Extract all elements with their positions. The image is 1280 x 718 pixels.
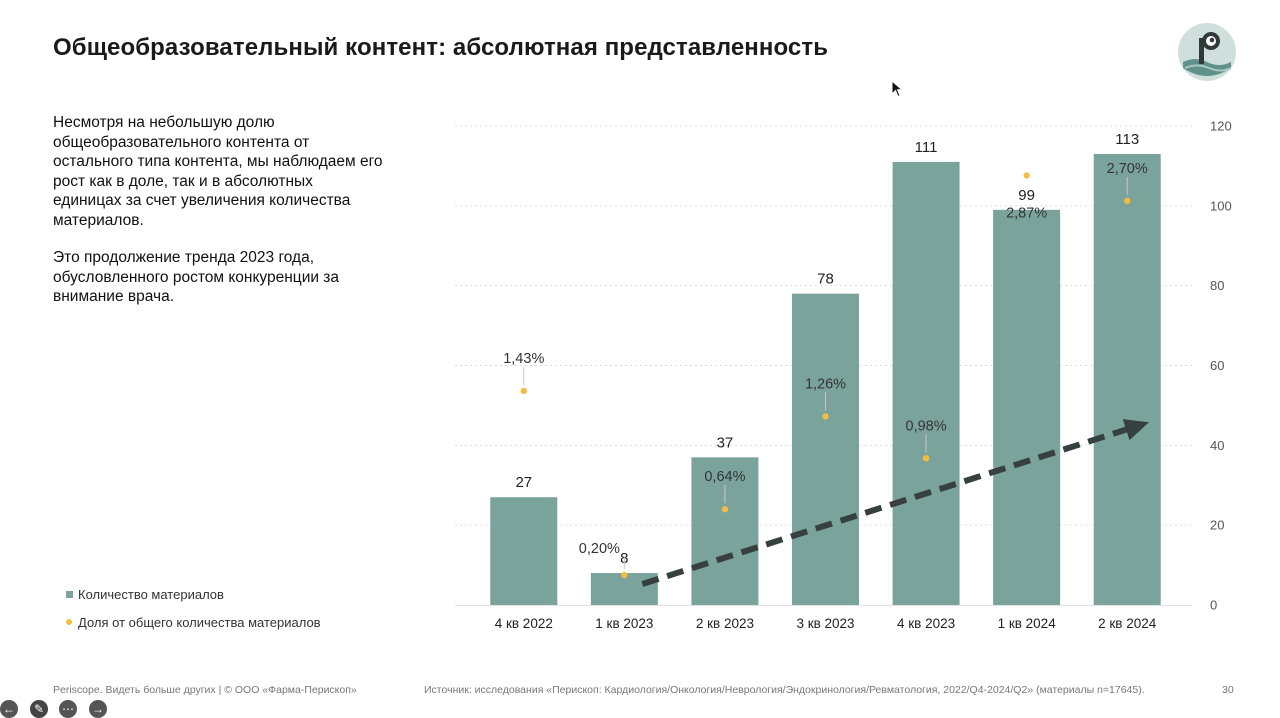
next-slide-icon[interactable]: → <box>89 700 107 718</box>
y-tick-label: 40 <box>1210 438 1224 453</box>
bar <box>490 497 558 605</box>
bar <box>691 457 759 605</box>
share-label: 1,43% <box>503 351 544 367</box>
share-point <box>1023 172 1030 179</box>
bar-value-label: 78 <box>817 271 834 288</box>
pen-icon[interactable]: ✎ <box>30 700 48 718</box>
periscope-logo <box>1178 23 1236 81</box>
share-label: 1,26% <box>805 376 846 392</box>
trend-arrow-head <box>1122 419 1149 441</box>
more-options-icon[interactable]: ⋯ <box>59 700 77 718</box>
footer-copyright: Periscope. Видеть больше других | © ООО … <box>53 684 357 696</box>
bar <box>892 161 960 606</box>
x-tick-label: 1 кв 2023 <box>595 616 653 631</box>
legend-label: Доля от общего количества материалов <box>78 614 321 630</box>
chart-legend: Количество материалов Доля от общего кол… <box>66 580 321 636</box>
y-tick-label: 80 <box>1210 278 1224 293</box>
prev-slide-icon[interactable]: ← <box>0 700 18 718</box>
share-point <box>721 506 729 513</box>
share-label: 0,20% <box>579 541 620 557</box>
legend-item-dots: Доля от общего количества материалов <box>66 608 321 636</box>
x-tick-label: 2 кв 2024 <box>1098 616 1157 631</box>
x-tick-label: 4 кв 2023 <box>897 616 955 631</box>
bar <box>792 293 859 605</box>
share-point <box>621 571 628 579</box>
bar-value-label: 113 <box>1115 131 1139 148</box>
share-label: 0,98% <box>906 418 947 434</box>
share-point <box>520 387 527 395</box>
page-number: 30 <box>1222 684 1234 696</box>
x-tick-label: 1 кв 2024 <box>998 616 1057 631</box>
y-tick-label: 0 <box>1210 598 1217 613</box>
page-title: Общеобразовательный контент: абсолютная … <box>53 34 829 61</box>
bar-value-label: 27 <box>515 474 532 491</box>
bar-value-label: 99 <box>1018 187 1035 204</box>
mouse-cursor-icon <box>891 80 903 98</box>
x-tick-label: 4 кв 2022 <box>495 616 553 631</box>
share-label: 2,87% <box>1006 205 1047 221</box>
y-tick-label: 100 <box>1210 198 1232 213</box>
legend-label: Количество материалов <box>78 586 224 602</box>
share-label: 0,64% <box>704 469 745 485</box>
bar <box>1093 153 1161 606</box>
footer-source: Источник: исследования «Перископ: Кардио… <box>424 684 1145 696</box>
trend-arrow-line <box>641 426 1129 587</box>
share-point <box>922 455 930 462</box>
share-label: 2,70% <box>1107 161 1148 177</box>
legend-square-icon <box>66 590 73 598</box>
description-paragraph: Это продолжение тренда 2023 года, обусло… <box>53 249 340 305</box>
share-point <box>822 413 829 420</box>
bar <box>590 573 658 605</box>
bar-value-label: 37 <box>717 434 734 451</box>
y-tick-label: 60 <box>1210 358 1224 373</box>
description-paragraph: Несмотря на небольшую долю общеобразоват… <box>53 114 383 229</box>
share-point <box>1124 197 1131 205</box>
y-tick-label: 20 <box>1210 518 1224 533</box>
y-tick-label: 120 <box>1210 119 1232 134</box>
legend-dot-icon <box>66 619 72 625</box>
bar <box>993 209 1061 605</box>
description-text: Несмотря на небольшую долю общеобразоват… <box>53 113 383 325</box>
x-tick-label: 2 кв 2023 <box>696 616 754 631</box>
x-tick-label: 3 кв 2023 <box>796 616 854 631</box>
legend-item-bars: Количество материалов <box>66 580 321 608</box>
bar-value-label: 111 <box>915 139 938 156</box>
